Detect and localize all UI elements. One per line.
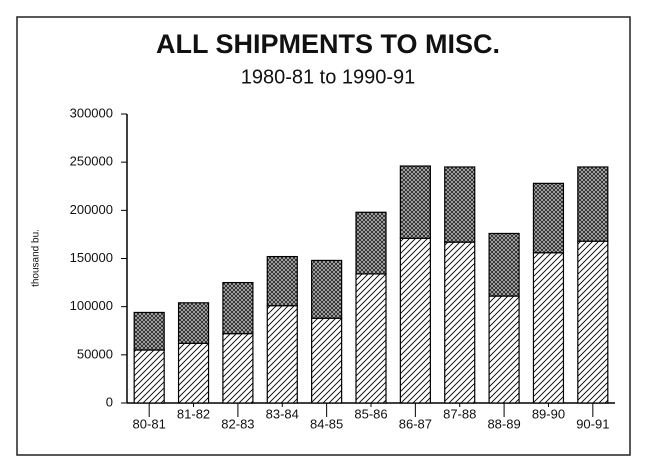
- bar-segment: [133, 349, 165, 404]
- bar-segment: [266, 305, 298, 404]
- bar-segment: [399, 237, 431, 404]
- y-tick-label: 250000: [70, 154, 113, 169]
- x-tick-label: 81-82: [177, 406, 210, 421]
- x-tick-label: 89-90: [532, 406, 565, 421]
- y-tick-label: 50000: [77, 346, 113, 361]
- bar-segment: [222, 333, 254, 404]
- bar-segment: [577, 166, 609, 242]
- bar-segment: [222, 281, 254, 335]
- bar-segment: [311, 259, 343, 319]
- bar-segment: [177, 342, 210, 404]
- y-axis-label: thousand bu.: [31, 229, 42, 287]
- chart-subtitle: 1980-81 to 1990-91: [241, 66, 416, 88]
- y-tick-label: 150000: [70, 250, 113, 265]
- x-tick-label: 84-85: [310, 416, 343, 431]
- y-tick-label: 200000: [70, 202, 113, 217]
- bar-segment: [532, 252, 565, 404]
- bar-segment: [177, 302, 210, 344]
- bar-segment: [399, 165, 431, 239]
- bar-segment: [266, 255, 298, 307]
- bar-segment: [444, 166, 476, 243]
- y-tick-label: 100000: [70, 298, 113, 313]
- y-tick-label: 300000: [70, 105, 113, 120]
- chart-title: ALL SHIPMENTS TO MISC.: [156, 29, 500, 59]
- x-tick-label: 88-89: [487, 416, 520, 431]
- x-tick-label: 85-86: [354, 406, 387, 421]
- y-tick-label: 0: [106, 394, 113, 409]
- bar-segment: [532, 182, 565, 254]
- bar-segment: [311, 317, 343, 404]
- bar-segment: [488, 232, 520, 297]
- bar-segment: [577, 240, 609, 404]
- bar-segment: [444, 241, 476, 404]
- x-tick-label: 90-91: [576, 416, 609, 431]
- bar-segment: [133, 311, 165, 351]
- x-tick-label: 82-83: [221, 416, 254, 431]
- x-tick-label: 83-84: [266, 406, 299, 421]
- x-tick-label: 80-81: [133, 416, 166, 431]
- x-tick-label: 86-87: [399, 416, 432, 431]
- bar-segment: [355, 273, 387, 404]
- bar-segment: [355, 211, 387, 275]
- bar-segment: [488, 295, 520, 404]
- frame: [16, 16, 631, 456]
- x-tick-label: 87-88: [443, 406, 476, 421]
